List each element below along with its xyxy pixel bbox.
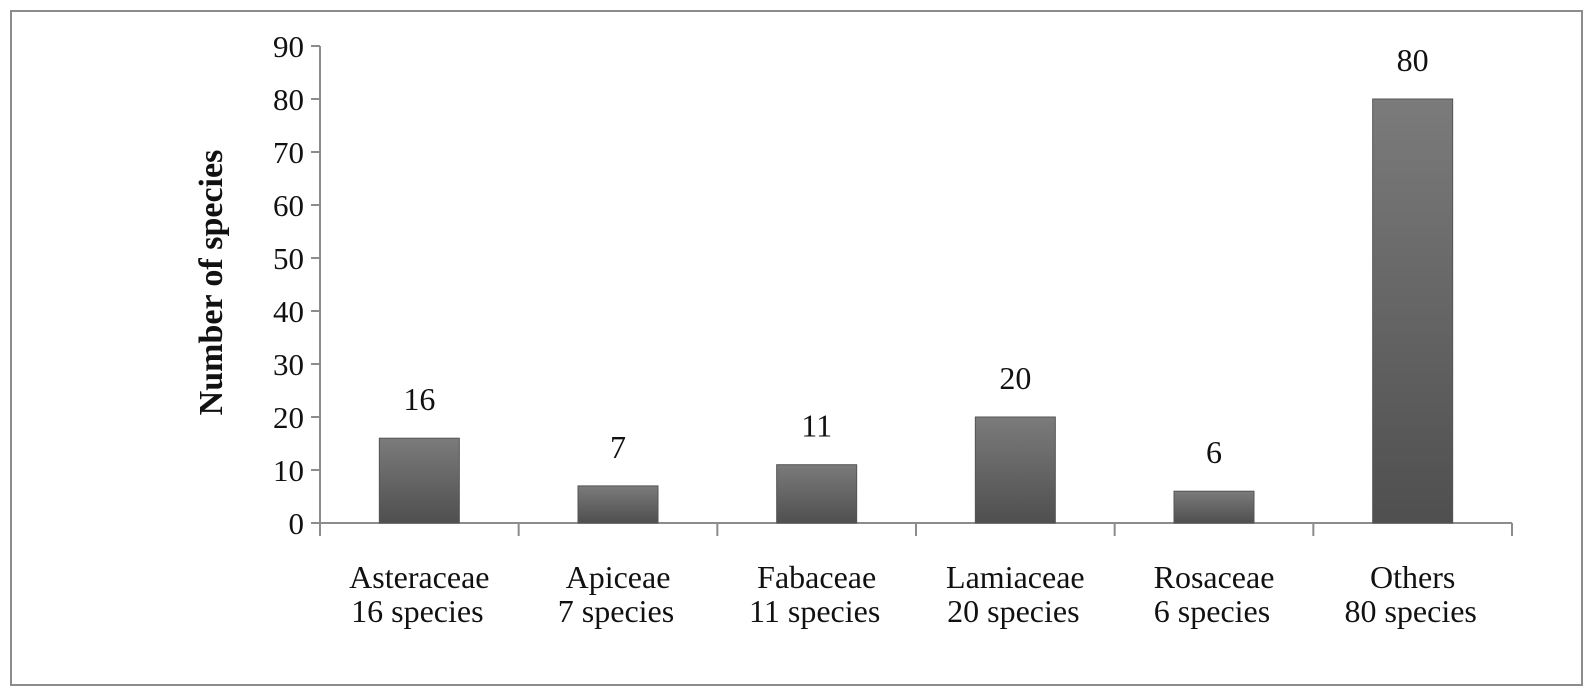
y-tick-label: 50: [273, 241, 304, 276]
data-label: 6: [1206, 434, 1222, 470]
data-labels: 16 7 11 20 6 80: [403, 42, 1428, 470]
category-name: Lamiaceae: [946, 559, 1085, 595]
y-axis: 0 10 20 30 40 50 60 70 80 90: [273, 29, 321, 541]
y-tick-label: 40: [273, 294, 304, 329]
bar: [1173, 490, 1255, 524]
data-label: 7: [610, 429, 626, 465]
bar: [378, 437, 460, 524]
data-label: 11: [801, 408, 832, 444]
y-tick-label: 60: [273, 188, 304, 223]
y-tick-label: 20: [273, 400, 304, 435]
category-name: Fabaceae: [757, 559, 876, 595]
bars: [378, 98, 1454, 524]
category-name: Others: [1370, 559, 1455, 595]
y-tick-label: 10: [273, 453, 304, 488]
category-name: Rosaceae: [1154, 559, 1275, 595]
y-tick-label: 0: [289, 506, 305, 541]
category-species-count: 7 species: [558, 593, 674, 629]
category-species-count: 80 species: [1344, 593, 1476, 629]
category-species-count: 20 species: [947, 593, 1079, 629]
y-tick-label: 30: [273, 347, 304, 382]
data-label: 80: [1397, 42, 1429, 78]
y-tick-label: 90: [273, 29, 304, 64]
y-tick-label: 80: [273, 82, 304, 117]
category-species-count: 11 species: [749, 593, 880, 629]
y-axis-title: Number of species: [193, 150, 230, 416]
x-axis: [319, 522, 1513, 536]
category-species-count: 6 species: [1154, 593, 1270, 629]
bar: [776, 464, 858, 524]
y-tick-label: 70: [273, 135, 304, 170]
chart-frame: [10, 10, 1583, 686]
data-label: 20: [999, 360, 1031, 396]
bar: [577, 485, 659, 524]
category-species-count: 16 species: [351, 593, 483, 629]
bar: [1372, 98, 1454, 524]
category-name: Apiceae: [566, 559, 671, 595]
data-label: 16: [403, 381, 435, 417]
category-name: Asteraceae: [349, 559, 489, 595]
bar: [974, 416, 1056, 524]
